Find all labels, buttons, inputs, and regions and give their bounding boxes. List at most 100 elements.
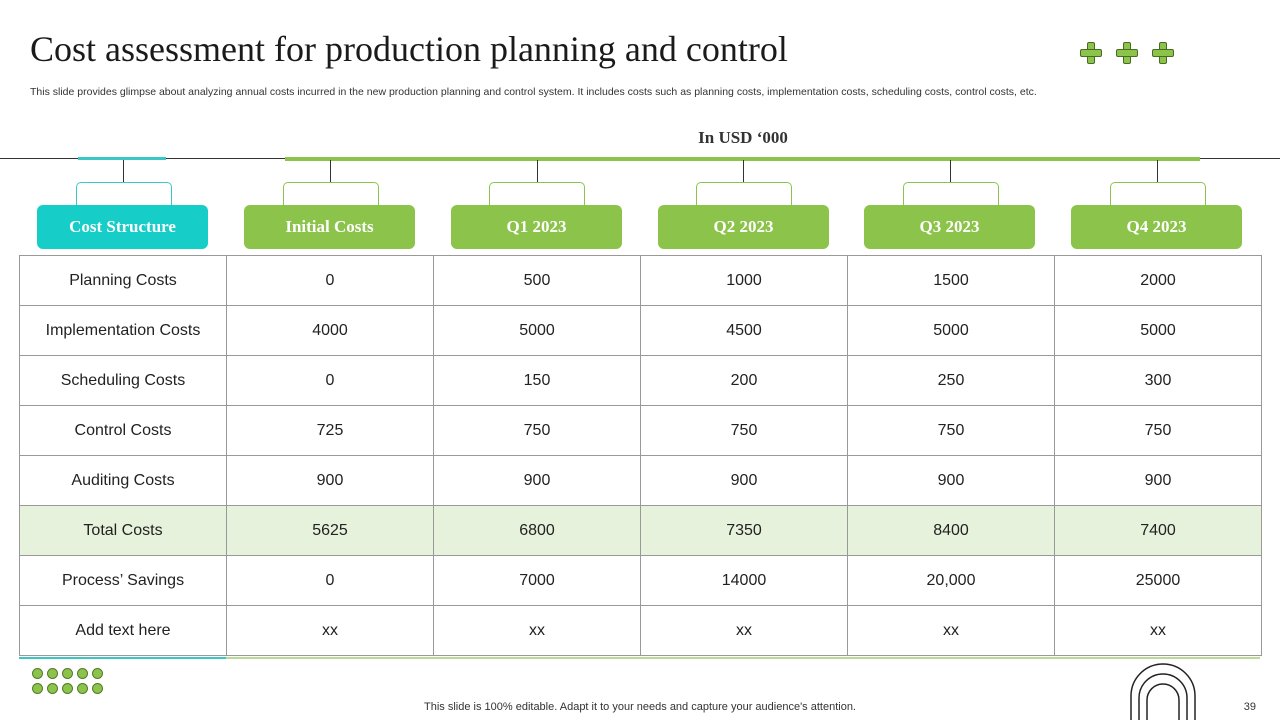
value-cell: 750 <box>847 405 1055 456</box>
value-cell: 7400 <box>1054 505 1262 556</box>
unit-label: In USD ‘000 <box>698 128 788 147</box>
value-cell: 0 <box>226 255 434 306</box>
header-q1-2023: Q1 2023 <box>451 205 622 249</box>
header-bracket <box>696 182 792 207</box>
cost-table: Planning Costs 0 500 1000 1500 2000 Implementa… <box>19 255 1262 656</box>
table-row: Auditing Costs 900 900 900 900 900 <box>19 455 1262 506</box>
table-row: Add text here xx xx xx xx xx <box>19 605 1262 656</box>
row-label-cell: Total Costs <box>19 505 227 556</box>
value-cell: 900 <box>1054 455 1262 506</box>
dot <box>62 668 73 679</box>
plus-icon <box>1116 42 1138 64</box>
dot <box>47 683 58 694</box>
value-cell: 4000 <box>226 305 434 356</box>
arch-decoration-icon <box>1130 663 1196 720</box>
header-bracket <box>1110 182 1206 207</box>
table-row: Scheduling Costs 0 150 200 250 300 <box>19 355 1262 406</box>
table-bottom-accent <box>226 657 1260 659</box>
value-cell: 900 <box>226 455 434 506</box>
value-cell: 150 <box>433 355 641 406</box>
header-bracket <box>76 182 172 207</box>
plus-icon <box>1152 42 1174 64</box>
value-cell: 900 <box>847 455 1055 506</box>
value-cell: 25000 <box>1054 555 1262 606</box>
connector-line <box>537 160 538 182</box>
header-bracket <box>903 182 999 207</box>
value-cell: 1000 <box>640 255 848 306</box>
value-cell: 500 <box>433 255 641 306</box>
header-q3-2023: Q3 2023 <box>864 205 1035 249</box>
table-row: Planning Costs 0 500 1000 1500 2000 <box>19 255 1262 306</box>
value-cell: xx <box>1054 605 1262 656</box>
value-cell: 900 <box>433 455 641 506</box>
header-q2-2023: Q2 2023 <box>658 205 829 249</box>
value-cell: 900 <box>640 455 848 506</box>
row-label-cell: Implementation Costs <box>19 305 227 356</box>
value-cell: 750 <box>640 405 848 456</box>
dot <box>92 683 103 694</box>
footer-note: This slide is 100% editable. Adapt it to… <box>424 701 856 713</box>
value-cell: 5000 <box>1054 305 1262 356</box>
value-cell: 5000 <box>847 305 1055 356</box>
row-label-cell: Process’ Savings <box>19 555 227 606</box>
dot <box>77 668 88 679</box>
dot <box>77 683 88 694</box>
dot <box>47 668 58 679</box>
cost-structure-accent-bar <box>78 157 166 160</box>
value-cell: 5625 <box>226 505 434 556</box>
connector-line <box>123 160 124 182</box>
slide-subtitle: This slide provides glimpse about analyz… <box>30 86 1037 98</box>
dot <box>62 683 73 694</box>
dot <box>92 668 103 679</box>
value-cell: 2000 <box>1054 255 1262 306</box>
value-cell: 20,000 <box>847 555 1055 606</box>
value-cell: xx <box>226 605 434 656</box>
page-number: 39 <box>1243 701 1256 713</box>
value-cell: 0 <box>226 355 434 406</box>
connector-line <box>1157 160 1158 182</box>
value-cell: 5000 <box>433 305 641 356</box>
value-cell: 6800 <box>433 505 641 556</box>
table-bottom-accent <box>19 657 226 659</box>
table-row: Implementation Costs 4000 5000 4500 5000 5000 <box>19 305 1262 356</box>
value-cell: 7350 <box>640 505 848 556</box>
decorative-dot-grid <box>32 668 103 694</box>
value-cell: 7000 <box>433 555 641 606</box>
value-cell: 300 <box>1054 355 1262 406</box>
value-cell: 750 <box>433 405 641 456</box>
table-row: Total Costs 5625 6800 7350 8400 7400 <box>19 505 1262 556</box>
plus-icon <box>1080 42 1102 64</box>
value-cell: xx <box>847 605 1055 656</box>
value-cell: 0 <box>226 555 434 606</box>
connector-line <box>743 160 744 182</box>
value-cell: 1500 <box>847 255 1055 306</box>
header-initial-costs: Initial Costs <box>244 205 415 249</box>
row-label-cell: Scheduling Costs <box>19 355 227 406</box>
value-cell: 250 <box>847 355 1055 406</box>
header-cost-structure: Cost Structure <box>37 205 208 249</box>
connector-line <box>950 160 951 182</box>
row-label-cell: Auditing Costs <box>19 455 227 506</box>
row-label-cell: Add text here <box>19 605 227 656</box>
row-label-cell: Planning Costs <box>19 255 227 306</box>
period-accent-bar <box>285 157 1200 161</box>
table-row: Process’ Savings 0 7000 14000 20,000 25000 <box>19 555 1262 606</box>
header-q4-2023: Q4 2023 <box>1071 205 1242 249</box>
value-cell: xx <box>640 605 848 656</box>
value-cell: 200 <box>640 355 848 406</box>
value-cell: 4500 <box>640 305 848 356</box>
header-bracket <box>283 182 379 207</box>
value-cell: 725 <box>226 405 434 456</box>
decorative-plus-group <box>1080 42 1174 64</box>
value-cell: 8400 <box>847 505 1055 556</box>
row-label-cell: Control Costs <box>19 405 227 456</box>
value-cell: xx <box>433 605 641 656</box>
value-cell: 14000 <box>640 555 848 606</box>
connector-line <box>330 160 331 182</box>
value-cell: 750 <box>1054 405 1262 456</box>
table-row: Control Costs 725 750 750 750 750 <box>19 405 1262 456</box>
dot <box>32 683 43 694</box>
header-bracket <box>489 182 585 207</box>
slide-title: Cost assessment for production planning … <box>30 29 788 69</box>
dot <box>32 668 43 679</box>
